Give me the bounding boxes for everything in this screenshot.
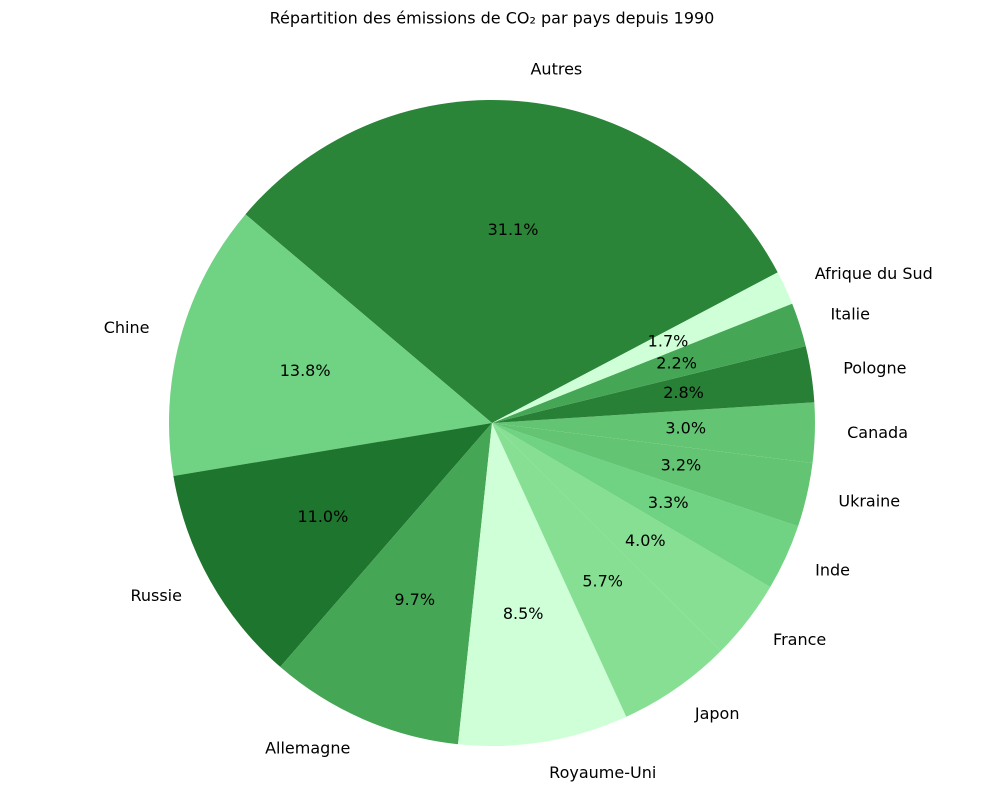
category-label: Inde	[815, 560, 850, 579]
value-label: 3.0%	[665, 418, 706, 437]
category-label: Russie	[130, 586, 182, 605]
pie-slice	[492, 423, 721, 717]
pie-slice	[492, 272, 793, 423]
pie-slice	[169, 214, 492, 476]
category-label: Italie	[830, 304, 870, 323]
pie-slice	[280, 423, 492, 745]
category-label: Afrique du Sud	[815, 264, 933, 283]
category-label: Royaume-Uni	[549, 763, 656, 782]
value-label: 4.0%	[625, 531, 666, 550]
value-label: 11.0%	[297, 507, 348, 526]
pie-slice	[492, 346, 815, 423]
pie-slice	[173, 423, 493, 667]
pie-slice	[458, 423, 627, 746]
category-label: France	[773, 630, 826, 649]
category-label: Allemagne	[265, 738, 350, 757]
pie-slice	[492, 423, 813, 527]
pie-slice	[492, 402, 815, 464]
value-label: 2.8%	[663, 383, 704, 402]
pie-slice	[492, 423, 771, 652]
value-label: 8.5%	[503, 604, 544, 623]
category-label: Autres	[530, 59, 582, 78]
pie-slice	[245, 100, 778, 423]
category-label: Canada	[847, 423, 908, 442]
value-label: 5.7%	[582, 572, 623, 591]
value-label: 1.7%	[648, 331, 689, 350]
pie-slice	[492, 303, 806, 423]
chart-title: Répartition des émissions de CO₂ par pay…	[270, 9, 715, 28]
value-label: 13.8%	[280, 361, 331, 380]
category-label: Pologne	[843, 359, 906, 378]
value-label: 2.2%	[656, 354, 697, 373]
category-label: Japon	[694, 704, 740, 723]
pie-slice	[492, 423, 799, 588]
category-label: Chine	[104, 318, 150, 337]
value-label: 9.7%	[394, 590, 435, 609]
category-label: Ukraine	[838, 492, 900, 511]
value-label: 31.1%	[488, 220, 539, 239]
value-label: 3.2%	[661, 456, 702, 475]
value-label: 3.3%	[648, 493, 689, 512]
